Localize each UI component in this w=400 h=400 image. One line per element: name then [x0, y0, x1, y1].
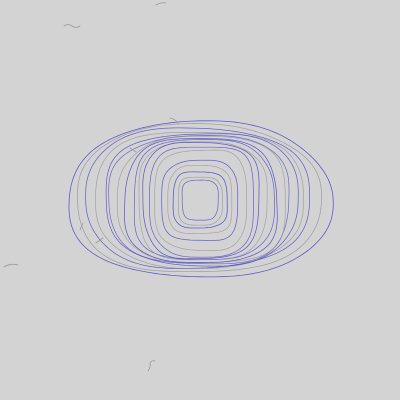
pencil-mark	[147, 360, 156, 372]
spiral-loop	[108, 135, 290, 265]
spiral-loop	[105, 133, 299, 267]
spiral-loop	[167, 164, 233, 234]
pencil-mark	[155, 2, 167, 6]
spiral-loop	[138, 141, 268, 261]
spiral-loops	[68, 120, 334, 278]
spiral-loop	[142, 142, 260, 260]
pencil-mark	[95, 237, 104, 244]
spiral-loop	[154, 149, 248, 251]
spiral-loop	[116, 135, 286, 263]
spiral-loop	[161, 159, 239, 241]
pencil-mark	[129, 147, 137, 153]
spiral-loop	[149, 146, 254, 258]
pencil-mark	[3, 263, 19, 268]
spiral-loop	[68, 120, 334, 278]
stray-pencil-marks	[3, 2, 179, 372]
spiral-loop	[133, 139, 275, 260]
spiral-loop	[77, 123, 322, 273]
pencil-mark	[79, 222, 84, 231]
spiral-loop	[178, 176, 223, 226]
pencil-mark	[169, 117, 179, 124]
spiral-loop	[172, 171, 228, 229]
spiral-loop	[181, 179, 219, 221]
pencil-mark	[63, 24, 81, 28]
spiral-loop	[124, 138, 278, 263]
